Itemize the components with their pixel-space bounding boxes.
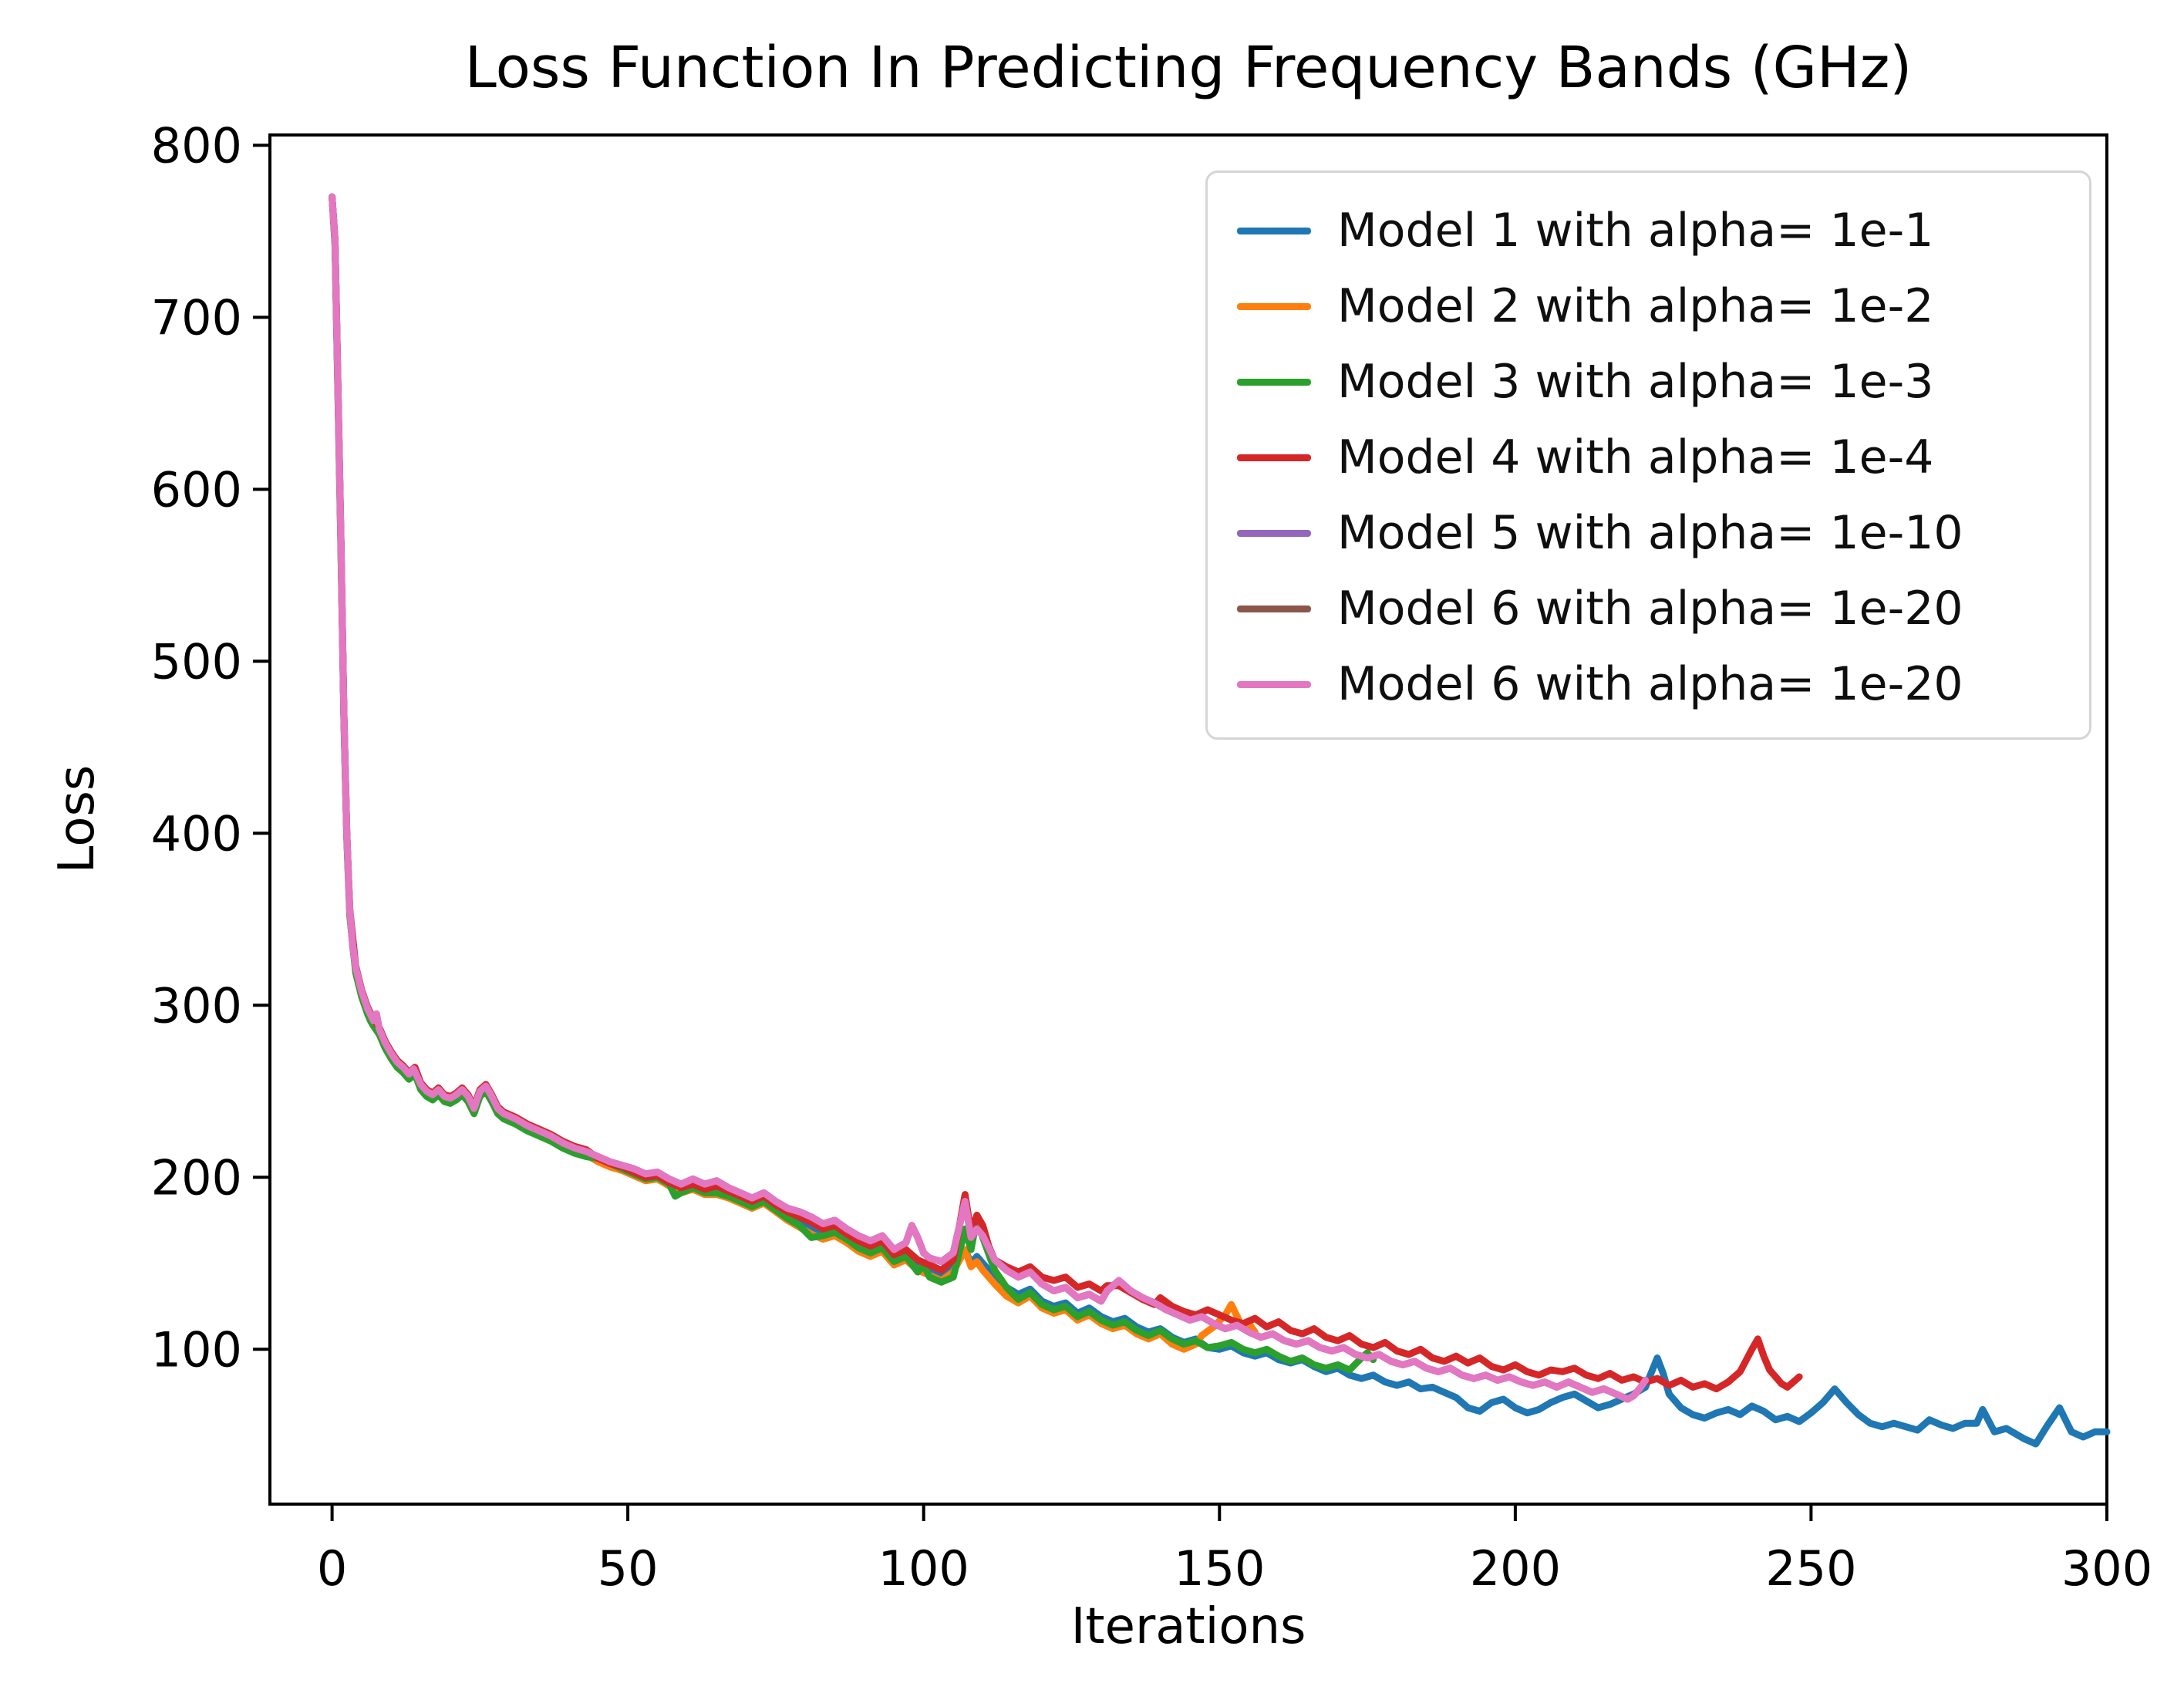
x-axis-label: Iterations [1070, 1598, 1306, 1655]
y-tick-label: 500 [151, 633, 242, 690]
legend-label: Model 6 with alpha= 1e-20 [1337, 582, 1963, 636]
legend-line-sample [1237, 302, 1311, 310]
y-tick-label: 800 [151, 117, 242, 174]
y-tick-label: 700 [151, 289, 242, 346]
legend-item: Model 6 with alpha= 1e-20 [1208, 571, 2089, 646]
plot-border [268, 133, 2108, 1506]
legend-line-sample [1237, 680, 1311, 688]
legend-line-sample [1237, 529, 1311, 537]
legend-item: Model 2 with alpha= 1e-2 [1208, 268, 2089, 344]
legend-label: Model 6 with alpha= 1e-20 [1337, 657, 1963, 711]
series-line-7 [329, 193, 1650, 1403]
legend-item: Model 5 with alpha= 1e-10 [1208, 495, 2089, 571]
x-tick-label: 100 [878, 1540, 969, 1597]
legend-label: Model 4 with alpha= 1e-4 [1337, 430, 1934, 484]
x-tick-label: 300 [2061, 1540, 2152, 1597]
legend: Model 1 with alpha= 1e-1 Model 2 with alp… [1205, 170, 2091, 740]
y-tick-label: 200 [151, 1149, 242, 1206]
chart-title: Loss Function In Predicting Frequency Ba… [464, 35, 1913, 101]
series-line-2 [329, 193, 1259, 1353]
x-tick-label: 200 [1470, 1540, 1561, 1597]
x-tick-label: 250 [1765, 1540, 1856, 1597]
y-axis-label: Loss [49, 764, 106, 874]
legend-line-sample [1237, 227, 1311, 234]
legend-line-sample [1237, 605, 1311, 612]
x-tick-label: 150 [1174, 1540, 1265, 1597]
legend-line-sample [1237, 378, 1311, 386]
legend-item: Model 6 with alpha= 1e-20 [1208, 646, 2089, 722]
legend-item: Model 3 with alpha= 1e-3 [1208, 344, 2089, 420]
legend-label: Model 5 with alpha= 1e-10 [1337, 506, 1963, 560]
y-tick-label: 100 [151, 1321, 242, 1378]
y-tick-label: 600 [151, 461, 242, 518]
legend-line-sample [1237, 454, 1311, 461]
y-tick-label: 300 [151, 977, 242, 1034]
legend-label: Model 3 with alpha= 1e-3 [1337, 355, 1934, 409]
legend-label: Model 1 with alpha= 1e-1 [1337, 204, 1934, 258]
legend-item: Model 4 with alpha= 1e-4 [1208, 420, 2089, 495]
legend-label: Model 2 with alpha= 1e-2 [1337, 279, 1934, 333]
y-tick-label: 400 [151, 805, 242, 862]
x-tick-label: 0 [317, 1540, 347, 1597]
legend-item: Model 1 with alpha= 1e-1 [1208, 193, 2089, 268]
x-tick-label: 50 [598, 1540, 659, 1597]
